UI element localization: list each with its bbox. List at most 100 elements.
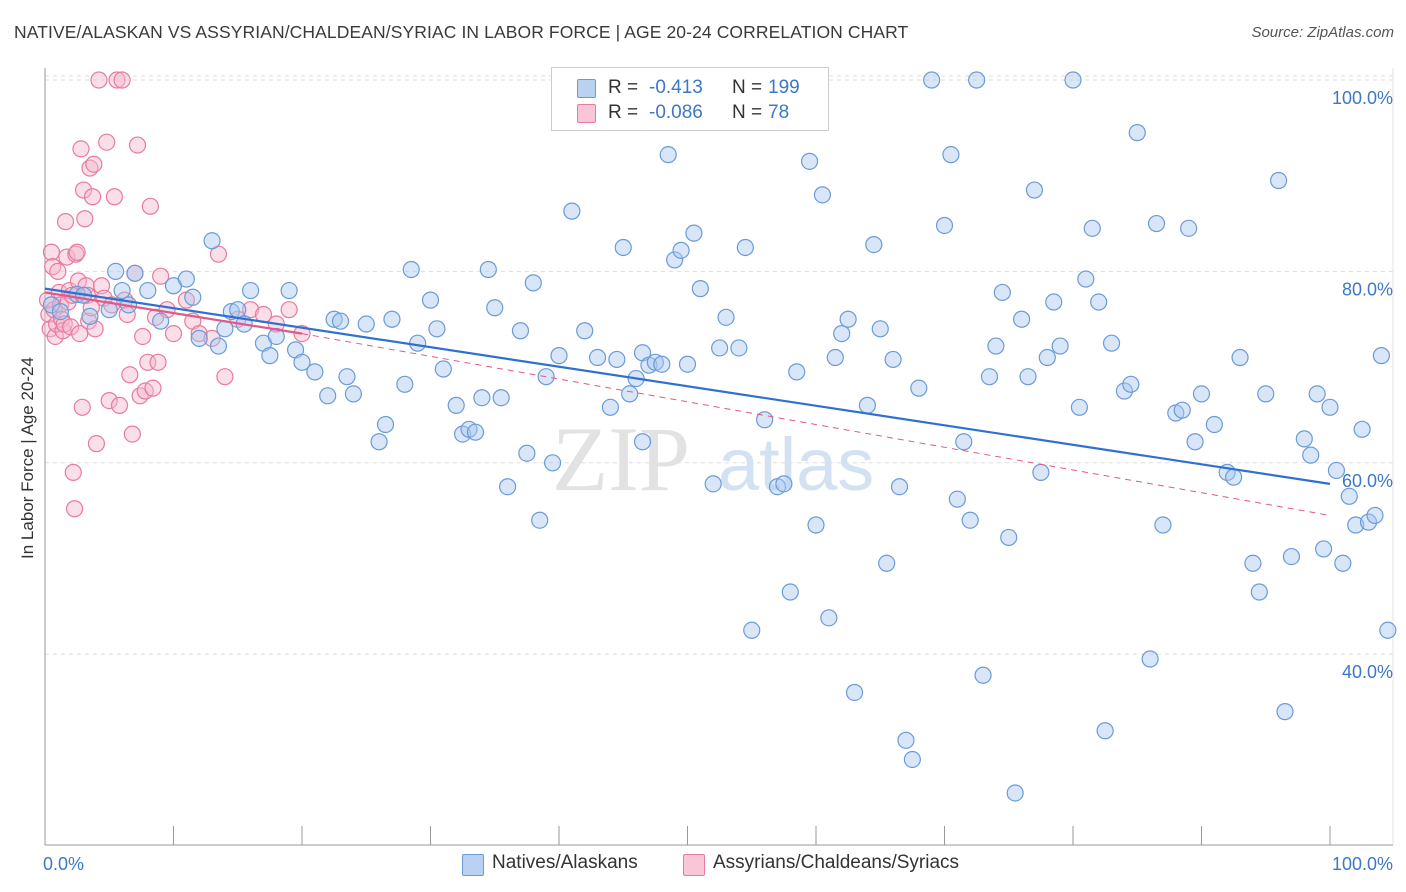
natives-point: [845, 683, 864, 702]
assyrians-point: [65, 500, 84, 518]
assyrians-point: [128, 136, 147, 154]
natives-point: [1154, 516, 1172, 534]
natives-point: [428, 320, 446, 338]
legend-r-label: R =: [608, 102, 639, 123]
natives-point: [383, 310, 401, 328]
legend-swatch-assyrians: [577, 104, 596, 123]
assyrians-point: [110, 396, 129, 414]
legend-label-natives: Natives/Alaskans: [492, 852, 638, 873]
natives-point: [1282, 547, 1301, 566]
x-tick-label-min: 0.0%: [43, 854, 84, 874]
natives-point: [1372, 347, 1391, 365]
natives-point: [910, 379, 928, 397]
assyrians-point: [42, 243, 61, 261]
natives-point: [563, 202, 581, 220]
natives-point: [466, 423, 485, 441]
legend-swatch-assyrians: [683, 854, 705, 876]
natives-point: [711, 339, 729, 357]
assyrians-point: [113, 71, 131, 89]
natives-point: [1096, 722, 1114, 740]
natives-point: [839, 310, 857, 328]
natives-point: [743, 621, 761, 639]
assyrians-point: [280, 301, 298, 319]
natives-point: [1045, 293, 1063, 311]
watermark: ZIP atlas: [552, 408, 874, 510]
natives-point: [678, 355, 697, 373]
y-tick-label: 60.0%: [1342, 471, 1393, 491]
assyrians-point: [190, 325, 208, 343]
natives-point: [807, 516, 825, 534]
natives-point: [1327, 461, 1346, 480]
natives-point: [370, 433, 388, 451]
natives-point: [1025, 181, 1044, 199]
natives-point: [890, 478, 909, 496]
natives-point: [1347, 516, 1365, 534]
natives-point: [177, 270, 195, 288]
assyrians-point: [64, 463, 82, 481]
natives-point: [608, 350, 626, 369]
natives-point: [1225, 468, 1243, 486]
assyrians-point: [72, 140, 90, 158]
natives-point: [434, 360, 452, 378]
natives-point: [588, 348, 607, 367]
natives-point: [987, 337, 1005, 355]
natives-point: [242, 281, 260, 300]
natives-point: [633, 433, 652, 451]
assyrians-point: [68, 243, 86, 261]
natives-point: [499, 478, 517, 496]
natives-point: [884, 350, 902, 369]
natives-point: [421, 291, 440, 309]
natives-point: [229, 301, 247, 319]
natives-point: [1353, 420, 1371, 438]
trend-line-0: [44, 287, 1331, 485]
natives-point: [1334, 554, 1352, 572]
natives-point: [139, 281, 157, 300]
natives-point: [775, 475, 793, 493]
natives-point: [81, 307, 99, 325]
natives-point: [1038, 348, 1056, 367]
natives-point: [1366, 506, 1384, 525]
natives-point: [1032, 463, 1050, 481]
assyrians-point: [54, 322, 72, 340]
source-label: Source: ZipAtlas.com: [1251, 24, 1394, 41]
natives-point: [800, 152, 819, 170]
legend-swatch-natives: [577, 79, 596, 98]
series-legend: Natives/Alaskans Assyrians/Chaldeans/Syr…: [0, 852, 1406, 878]
natives-point: [543, 454, 562, 472]
assyrians-point: [108, 71, 126, 89]
assyrians-point: [71, 325, 89, 343]
natives-point: [550, 347, 568, 365]
natives-point: [338, 368, 356, 386]
natives-point: [1051, 337, 1069, 355]
natives-point: [897, 731, 915, 749]
natives-point: [511, 322, 530, 340]
trend-line-1: [44, 291, 303, 335]
natives-point: [865, 236, 883, 254]
natives-point: [447, 396, 465, 414]
natives-point: [1250, 583, 1268, 601]
natives-point: [479, 260, 497, 279]
legend-n-label: N =: [732, 77, 763, 98]
assyrians-point: [44, 258, 62, 276]
natives-point: [344, 385, 362, 403]
natives-point: [1077, 270, 1095, 288]
natives-point: [396, 375, 414, 393]
assyrians-point: [90, 71, 108, 89]
natives-point: [980, 368, 999, 386]
correlation-legend: R = -0.413 N = 199 R = -0.086 N = 78: [551, 67, 829, 131]
natives-point: [1128, 124, 1146, 142]
natives-point: [1102, 334, 1121, 352]
assyrians-point: [85, 155, 103, 173]
legend-r-label: R =: [608, 77, 639, 98]
assyrians-point: [105, 188, 123, 206]
natives-point: [524, 274, 542, 292]
natives-point: [280, 281, 298, 300]
natives-point: [685, 224, 703, 242]
legend-n-label: N =: [732, 102, 763, 123]
natives-point: [1269, 171, 1288, 190]
natives-point: [1314, 540, 1333, 558]
natives-point: [306, 363, 324, 381]
legend-n-value: 78: [768, 102, 790, 123]
natives-point: [1012, 310, 1031, 328]
natives-point: [325, 310, 343, 328]
